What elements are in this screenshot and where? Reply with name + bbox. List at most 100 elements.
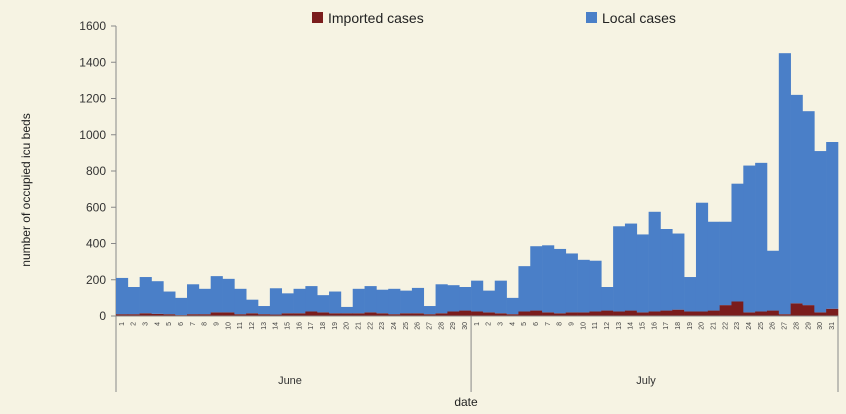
bar-imported xyxy=(802,305,815,316)
x-tick-label: 29 xyxy=(450,322,457,330)
x-tick-label: 2 xyxy=(131,322,138,326)
bar-imported xyxy=(731,301,744,316)
bar-imported xyxy=(163,314,176,316)
bar-imported xyxy=(139,313,152,316)
x-tick-label: 30 xyxy=(462,322,469,330)
bar-imported xyxy=(826,308,839,316)
x-tick-label: 16 xyxy=(296,322,303,330)
y-tick-label: 200 xyxy=(86,273,106,287)
bar-imported xyxy=(482,312,496,316)
bar-imported xyxy=(518,311,531,316)
bar-local xyxy=(364,286,377,313)
month-label-july: July xyxy=(636,375,656,387)
x-tick-label: 14 xyxy=(628,322,635,330)
bar-imported xyxy=(589,311,602,316)
x-tick-label: 26 xyxy=(770,322,777,330)
x-tick-label: 28 xyxy=(793,322,800,330)
x-tick-label: 7 xyxy=(545,322,552,326)
x-tick-label: 25 xyxy=(758,322,765,330)
bar-local xyxy=(672,233,685,310)
bar-local xyxy=(506,297,519,315)
bar-local xyxy=(826,142,839,309)
x-tick-label: 30 xyxy=(817,322,824,330)
bar-local xyxy=(175,297,188,316)
bar-imported xyxy=(755,311,768,316)
y-tick-label: 800 xyxy=(86,164,106,178)
x-tick-label: 13 xyxy=(261,322,268,330)
y-tick-label: 1400 xyxy=(79,55,106,69)
bar-imported xyxy=(459,310,472,316)
bar-imported xyxy=(246,313,259,316)
bar-local xyxy=(234,288,247,315)
y-axis-label: number of occupied icu beds xyxy=(19,113,33,266)
bar-imported xyxy=(660,310,673,316)
bar-imported xyxy=(577,312,590,316)
x-tick-label: 15 xyxy=(284,322,291,330)
bar-imported xyxy=(376,313,389,316)
bar-local xyxy=(246,299,259,314)
bar-local xyxy=(317,295,330,313)
x-tick-label: 20 xyxy=(344,322,351,330)
x-tick-label: 25 xyxy=(403,322,410,330)
bar-local xyxy=(281,293,294,314)
x-tick-label: 27 xyxy=(426,322,433,330)
bar-imported xyxy=(222,312,235,316)
bar-local xyxy=(766,250,780,311)
x-tick-label: 14 xyxy=(273,322,280,330)
x-tick-label: 9 xyxy=(569,322,576,326)
x-tick-label: 18 xyxy=(320,322,327,330)
bar-local xyxy=(565,253,578,313)
bar-local xyxy=(707,221,720,311)
y-axis: 0 200 400 600 800 1000 1200 1400 1600 xyxy=(79,19,117,323)
bar-local xyxy=(187,284,200,315)
bar-local xyxy=(376,289,389,314)
x-tick-label: 24 xyxy=(391,322,398,330)
bar-local xyxy=(151,281,164,314)
y-tick-label: 1000 xyxy=(79,128,106,142)
x-tick-label: 29 xyxy=(805,322,812,330)
bar-imported xyxy=(494,313,507,316)
bar-local xyxy=(755,162,768,312)
bar-imported xyxy=(127,314,140,316)
bar-imported xyxy=(435,313,448,316)
bar-local xyxy=(802,111,815,306)
bar-imported xyxy=(198,314,211,316)
legend-label-local: Local cases xyxy=(602,10,676,26)
legend-swatch-imported xyxy=(312,12,323,23)
bar-local xyxy=(553,248,567,314)
bar-imported xyxy=(364,312,377,316)
x-tick-label: 23 xyxy=(379,322,386,330)
bar-imported xyxy=(766,310,780,316)
legend: Imported cases Local cases xyxy=(312,10,676,26)
bar-local xyxy=(459,287,472,311)
bar-imported xyxy=(471,311,484,316)
bar-imported xyxy=(814,312,827,316)
x-axis: 1 2 3 4 5 6 7 8 9 10 11 12 13 14 15 16 17 18 19 20 21 22 23 24 2… xyxy=(115,315,839,392)
bar-local xyxy=(435,284,448,314)
bar-imported xyxy=(281,313,294,316)
bar-imported xyxy=(317,312,330,316)
bar-local xyxy=(293,288,306,314)
bar-local xyxy=(778,53,791,315)
x-tick-label: 10 xyxy=(580,322,587,330)
bar-local xyxy=(731,183,744,302)
x-tick-label: 11 xyxy=(237,322,244,329)
bar-local xyxy=(116,277,129,315)
bar-local xyxy=(814,151,827,313)
bar-imported xyxy=(624,310,638,316)
bar-local xyxy=(636,234,649,313)
x-tick-label: 15 xyxy=(640,322,647,330)
bar-local xyxy=(198,288,211,315)
bar-imported xyxy=(553,313,567,316)
legend-label-imported: Imported cases xyxy=(328,10,424,26)
x-tick-label: 5 xyxy=(166,322,173,326)
bar-imported xyxy=(778,314,791,316)
x-tick-label: 22 xyxy=(722,322,729,330)
x-tick-label: 8 xyxy=(202,322,209,326)
bar-local xyxy=(790,94,803,304)
x-tick-label: 22 xyxy=(367,322,374,330)
x-tick-label: 26 xyxy=(415,322,422,330)
bar-imported xyxy=(269,314,283,316)
bar-local xyxy=(163,291,176,315)
